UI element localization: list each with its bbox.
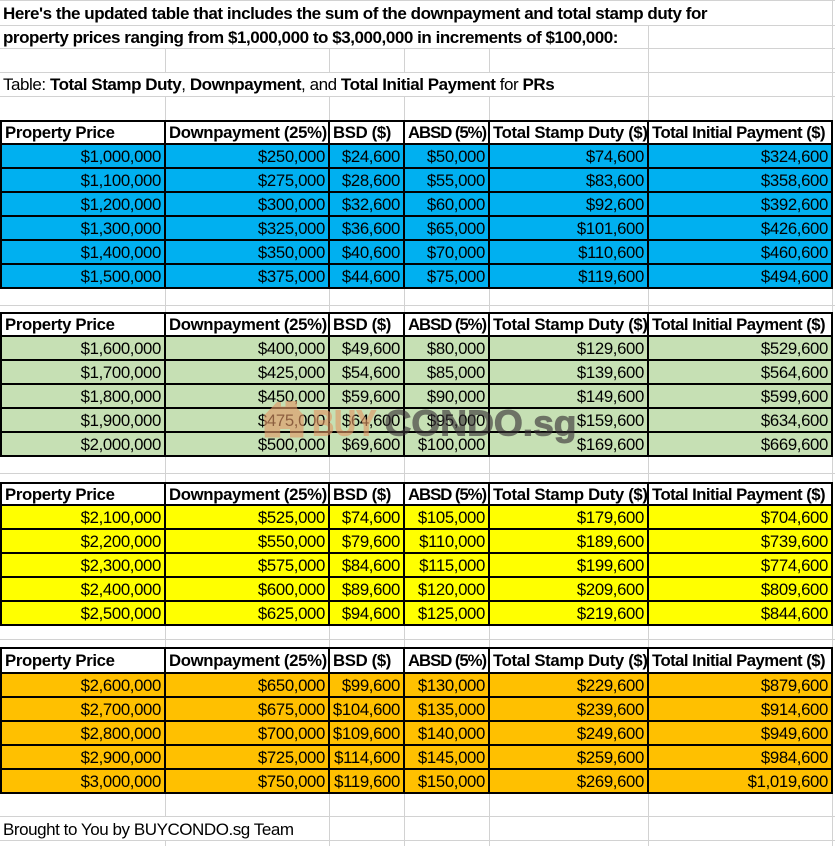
svg-text:CONDO.sg: CONDO.sg — [385, 403, 577, 444]
svg-text:BUY: BUY — [312, 403, 376, 444]
